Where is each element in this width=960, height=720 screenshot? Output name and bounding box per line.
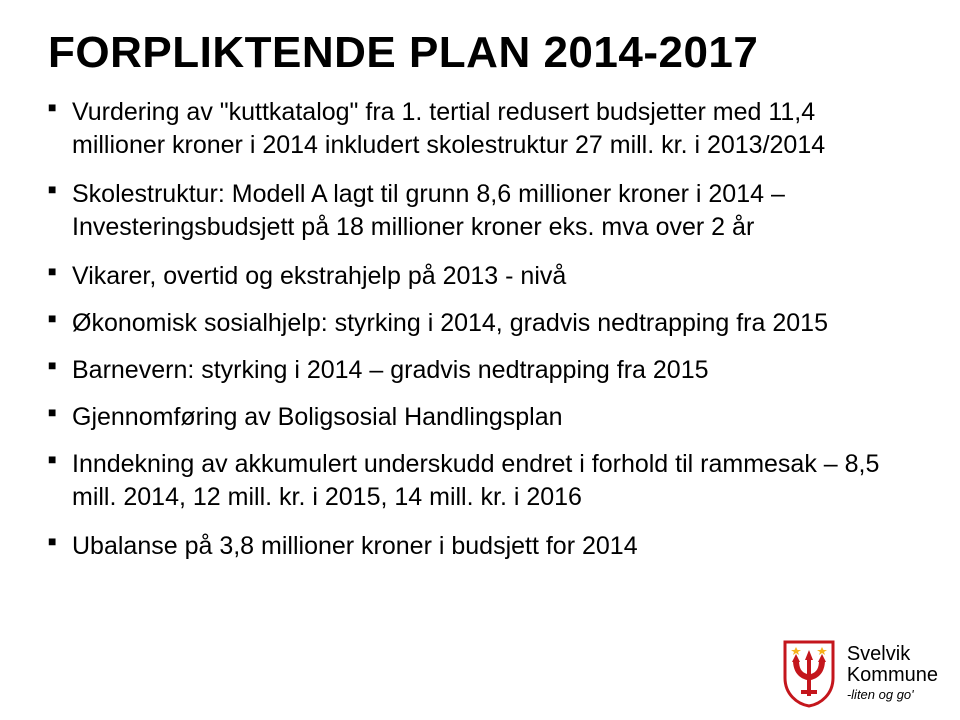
slide-title: FORPLIKTENDE PLAN 2014-2017	[48, 28, 912, 78]
bullet-item: Økonomisk sosialhjelp: styrking i 2014, …	[48, 307, 912, 340]
bullet-item: Vurdering av "kuttkatalog" fra 1. tertia…	[48, 96, 912, 162]
bullet-item: Barnevern: styrking i 2014 – gradvis ned…	[48, 354, 912, 387]
footer-text: Svelvik Kommune -liten og go'	[847, 644, 938, 702]
bullet-list: Vurdering av "kuttkatalog" fra 1. tertia…	[48, 96, 912, 563]
bullet-item: Vikarer, overtid og ekstrahjelp på 2013 …	[48, 260, 912, 293]
org-name: Svelvik	[847, 644, 938, 665]
org-sub: Kommune	[847, 665, 938, 686]
org-tagline: -liten og go'	[847, 688, 938, 702]
slide: FORPLIKTENDE PLAN 2014-2017 Vurdering av…	[0, 0, 960, 720]
bullet-item: Gjennomføring av Boligsosial Handlingspl…	[48, 401, 912, 434]
footer: Svelvik Kommune -liten og go'	[779, 638, 938, 708]
municipal-logo-icon	[779, 638, 839, 708]
bullet-item: Ubalanse på 3,8 millioner kroner i budsj…	[48, 530, 912, 563]
bullet-item: Inndekning av akkumulert underskudd endr…	[48, 448, 912, 514]
bullet-item: Skolestruktur: Modell A lagt til grunn 8…	[48, 178, 912, 244]
